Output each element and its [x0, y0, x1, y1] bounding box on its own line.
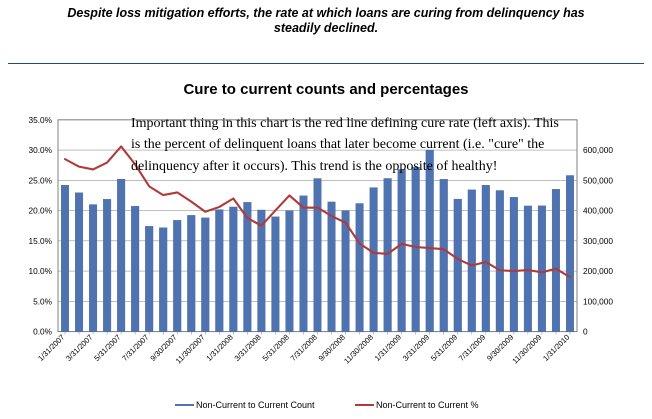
svg-text:1/31/2007: 1/31/2007 [36, 333, 66, 363]
svg-text:600,000: 600,000 [583, 145, 613, 155]
svg-text:400,000: 400,000 [583, 206, 613, 216]
svg-text:3/31/2009: 3/31/2009 [401, 333, 431, 363]
svg-text:11/30/2007: 11/30/2007 [174, 333, 207, 366]
svg-text:10.0%: 10.0% [28, 266, 52, 276]
svg-text:7/31/2007: 7/31/2007 [120, 333, 150, 363]
svg-text:3/31/2008: 3/31/2008 [233, 333, 263, 363]
svg-text:500,000: 500,000 [583, 175, 613, 185]
svg-text:300,000: 300,000 [583, 236, 613, 246]
svg-text:5/31/2009: 5/31/2009 [429, 333, 459, 363]
svg-text:20.0%: 20.0% [28, 206, 52, 216]
svg-text:15.0%: 15.0% [28, 236, 52, 246]
svg-text:5/31/2007: 5/31/2007 [92, 333, 122, 363]
svg-text:1/31/2008: 1/31/2008 [204, 333, 234, 363]
svg-text:35.0%: 35.0% [28, 115, 52, 125]
svg-text:7/31/2008: 7/31/2008 [289, 333, 319, 363]
svg-text:100,000: 100,000 [583, 296, 613, 306]
svg-text:3/31/2007: 3/31/2007 [64, 333, 94, 363]
svg-text:0: 0 [583, 327, 588, 337]
svg-text:25.0%: 25.0% [28, 175, 52, 185]
svg-text:7/31/2009: 7/31/2009 [457, 333, 487, 363]
svg-text:0.0%: 0.0% [33, 327, 53, 337]
svg-text:5/31/2008: 5/31/2008 [261, 333, 291, 363]
svg-text:1/31/2009: 1/31/2009 [373, 333, 403, 363]
svg-text:1/31/2010: 1/31/2010 [541, 333, 571, 363]
svg-text:30.0%: 30.0% [28, 145, 52, 155]
svg-text:5.0%: 5.0% [33, 296, 53, 306]
svg-text:11/30/2009: 11/30/2009 [510, 333, 543, 366]
svg-text:200,000: 200,000 [583, 266, 613, 276]
svg-text:11/30/2008: 11/30/2008 [342, 333, 375, 366]
